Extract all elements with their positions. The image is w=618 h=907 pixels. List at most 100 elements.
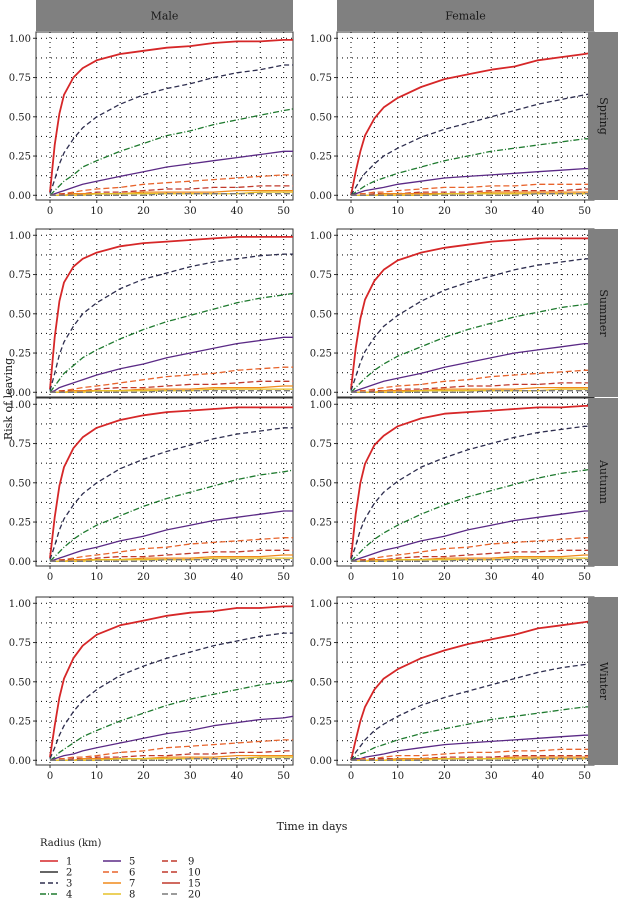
series-line-20 (50, 559, 293, 562)
legend-label-9: 9 (188, 857, 194, 868)
legend-label-1: 1 (66, 857, 72, 868)
column-strip (337, 0, 594, 31)
x-tick-label: 50 (578, 771, 591, 782)
x-tick-label: 0 (47, 572, 53, 583)
x-tick-label: 50 (277, 206, 290, 217)
row-strip (588, 229, 618, 397)
x-tick-label: 40 (231, 572, 244, 583)
legend-label-20: 20 (188, 890, 201, 901)
y-tick-label: 1.00 (9, 400, 31, 411)
series-line-6 (351, 183, 594, 196)
series-line-9 (50, 185, 293, 196)
y-tick-label: 0.25 (9, 152, 31, 163)
series-line-3 (49, 64, 293, 194)
chart-labels: Male Female Spring Summer Autumn Winter Time i… (2, 0, 618, 833)
column-strip-label: Female (445, 10, 486, 23)
series-line-6 (50, 739, 293, 761)
series-line-6 (50, 537, 293, 562)
legend-label-5: 5 (129, 857, 135, 868)
series-line-1 (350, 619, 595, 761)
x-tick-label: 10 (391, 206, 404, 217)
y-tick-label: 0.00 (9, 557, 31, 568)
x-tick-label: 20 (438, 771, 451, 782)
x-tick-label: 10 (90, 206, 103, 217)
x-tick-label: 20 (438, 572, 451, 583)
x-tick-label: 40 (532, 771, 545, 782)
panel-frame (336, 31, 595, 201)
y-tick-label: 0.25 (9, 518, 31, 529)
series-line-9 (50, 549, 293, 562)
x-tick-label: 30 (184, 572, 197, 583)
x-tick-label: 30 (485, 771, 498, 782)
x-tick-label: 40 (231, 206, 244, 217)
y-tick-label: 0.75 (310, 439, 332, 450)
series-line-20 (351, 758, 594, 761)
panel-frame (35, 596, 294, 766)
legend-label-10: 10 (188, 868, 201, 879)
legend-label-8: 8 (129, 890, 135, 901)
y-tick-label: 0.50 (310, 309, 332, 320)
series-line-4 (350, 138, 594, 196)
y-tick-label: 0.25 (9, 349, 31, 360)
y-tick-label: 0.00 (9, 191, 31, 202)
y-tick-label: 1.00 (9, 34, 31, 45)
series-line-6 (351, 748, 594, 761)
series-line-1 (350, 404, 594, 559)
series-line-3 (350, 662, 595, 761)
x-tick-label: 30 (184, 771, 197, 782)
legend-label-2: 2 (66, 868, 72, 879)
y-tick-label: 0.00 (310, 756, 332, 767)
series-line-4 (350, 302, 595, 393)
series-line-4 (49, 679, 294, 761)
series-line-1 (49, 605, 293, 758)
x-tick-label: 10 (391, 572, 404, 583)
series-line-5 (350, 167, 594, 196)
x-tick-label: 10 (391, 771, 404, 782)
y-tick-label: 0.00 (310, 191, 332, 202)
y-tick-label: 0.00 (310, 557, 332, 568)
series-line-6 (50, 174, 293, 196)
y-tick-label: 0.00 (9, 388, 31, 399)
y-axis-title: Risk of leaving (2, 358, 15, 440)
y-tick-label: 0.25 (310, 717, 332, 728)
x-tick-label: 50 (277, 771, 290, 782)
legend-label-6: 6 (129, 868, 135, 879)
x-tick-label: 40 (231, 771, 244, 782)
column-strip-label: Male (151, 10, 179, 23)
x-tick-label: 0 (47, 206, 53, 217)
y-tick-label: 0.50 (9, 112, 31, 123)
panel-frame (336, 596, 595, 766)
series-line-5 (49, 510, 293, 562)
y-tick-label: 0.75 (9, 439, 31, 450)
series-line-6 (351, 369, 594, 393)
legend-label-4: 4 (66, 890, 72, 901)
x-tick-label: 10 (90, 771, 103, 782)
legend-label-15: 15 (188, 879, 201, 890)
series-line-1 (49, 39, 293, 193)
x-tick-label: 50 (277, 572, 290, 583)
chart-panels: 0.000.250.500.751.000 10 20 30 40 500.000.250… (9, 31, 595, 782)
x-tick-label: 0 (348, 206, 354, 217)
y-tick-label: 0.25 (310, 518, 332, 529)
panel-frame (35, 397, 294, 567)
y-tick-label: 0.50 (310, 112, 332, 123)
x-tick-label: 0 (47, 771, 53, 782)
y-tick-label: 1.00 (310, 34, 332, 45)
y-tick-label: 0.50 (310, 478, 332, 489)
series-line-3 (49, 253, 293, 391)
row-strip (588, 398, 618, 566)
series-line-20 (50, 758, 293, 761)
x-tick-label: 40 (532, 206, 545, 217)
series-line-4 (49, 292, 294, 393)
y-tick-label: 0.50 (9, 309, 31, 320)
series-line-5 (49, 715, 294, 761)
series-line-20 (50, 193, 293, 196)
